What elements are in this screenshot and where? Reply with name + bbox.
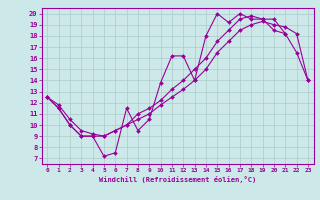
X-axis label: Windchill (Refroidissement éolien,°C): Windchill (Refroidissement éolien,°C) (99, 176, 256, 183)
